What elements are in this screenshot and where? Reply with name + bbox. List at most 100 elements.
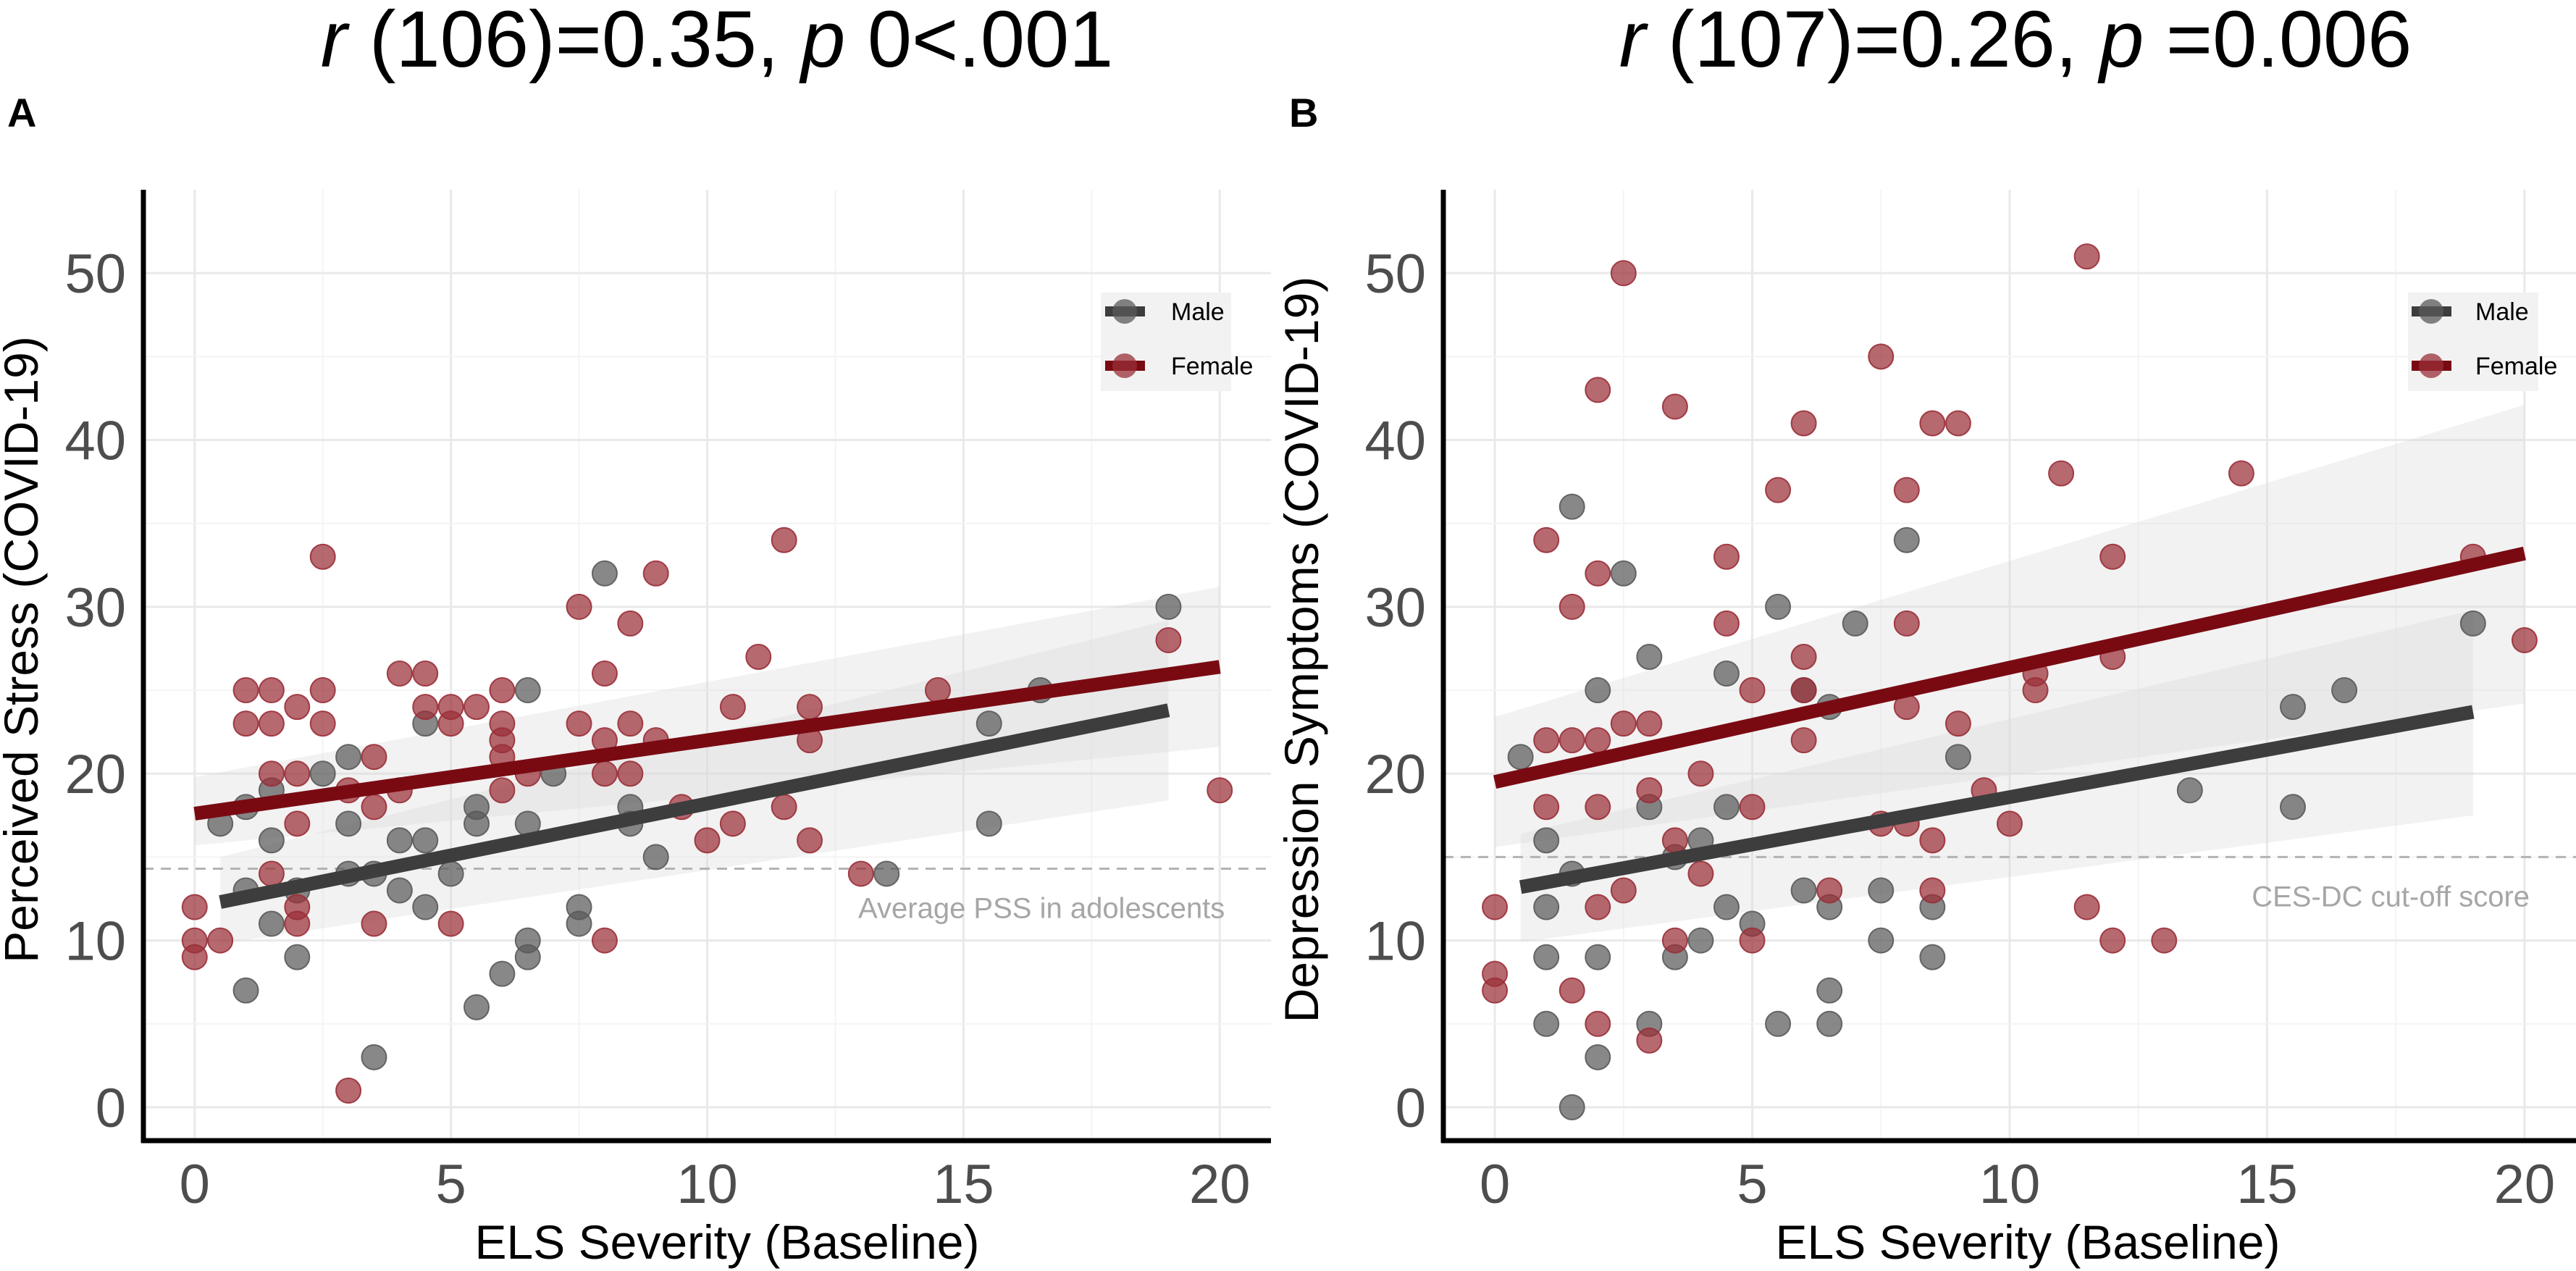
panel-b-point-female — [1739, 927, 1766, 954]
panel-b-point-female — [1713, 610, 1740, 637]
panel-b-point-male — [1533, 827, 1560, 854]
panel-a-point-male — [335, 744, 362, 771]
panel-b-point-male — [1816, 977, 1843, 1004]
panel-a-title-p: p — [799, 0, 845, 84]
panel-b-point-female — [2099, 543, 2126, 570]
panel-b-x-axis-title: ELS Severity (Baseline) — [1776, 1215, 2281, 1269]
panel-a-y-tick-label: 50 — [64, 243, 126, 305]
panel-a-point-male — [463, 810, 490, 837]
panel-a-legend-female-label: Female — [1171, 353, 1253, 380]
panel-b-point-female — [1919, 827, 1946, 854]
panel-b-y-tick-label: 40 — [1364, 411, 1426, 472]
panel-b-points — [1482, 243, 2538, 1120]
panel-b-point-female — [1919, 877, 1946, 904]
panel-a-point-female — [924, 677, 951, 704]
panel-b-point-male — [1790, 877, 1817, 904]
panel-b-x-tick-label: 5 — [1737, 1154, 1767, 1215]
panel-a-title-r: r — [321, 0, 351, 84]
panel-a-point-male — [412, 827, 439, 854]
panel-a-y-tick-label: 40 — [64, 411, 126, 472]
panel-a-point-male — [309, 760, 336, 787]
panel-a-point-female — [258, 677, 285, 704]
panel-b-point-female — [1636, 710, 1663, 737]
panel-b-point-male — [1816, 1010, 1843, 1037]
panel-a-point-female — [694, 827, 721, 854]
panel-b-point-female — [1636, 777, 1663, 804]
panel-b-point-female — [1661, 393, 1688, 420]
panel-a-point-male — [232, 977, 259, 1004]
panel-a-reference: Average PSS in adolescents — [143, 868, 1271, 925]
panel-b-point-male — [1868, 927, 1895, 954]
panel-b-y-axis-title: Depression Symptoms (COVID-19) — [1275, 277, 1328, 1023]
panel-a-point-female — [617, 760, 644, 787]
panel-a-point-female — [745, 643, 772, 670]
panel-a-point-male — [386, 827, 413, 854]
panel-a-point-male — [361, 1044, 387, 1070]
panel-a-reference-label: Average PSS in adolescents — [858, 893, 1225, 925]
panel-b-point-female — [1610, 877, 1637, 904]
panel-b-x-tick-label: 10 — [1979, 1154, 2041, 1215]
panel-b-point-male — [1533, 1010, 1560, 1037]
panel-a-point-female — [309, 543, 336, 570]
panel-b-point-female — [1585, 794, 1611, 821]
panel-a-point-female — [771, 527, 797, 553]
panel-a-x-ticks: 0 5 10 15 20 — [180, 1154, 1251, 1215]
panel-a-x-tick-label: 15 — [933, 1154, 994, 1215]
panel-b-point-male — [2176, 777, 2203, 804]
panel-a-point-female — [386, 660, 413, 687]
panel-b-point-male — [1944, 744, 1971, 771]
panel-a-point-female — [284, 810, 311, 837]
panel-a-point-female — [591, 927, 618, 954]
panel-a-legend-female-key-dot — [1112, 353, 1137, 378]
panel-a-point-female — [617, 610, 644, 637]
panel-b-point-female — [2048, 460, 2075, 487]
panel-a-point-male — [1155, 593, 1182, 620]
panel-b-point-female — [1893, 477, 1920, 503]
panel-b-fit-lines — [1493, 546, 2526, 894]
panel-b-x-tick-label: 15 — [2236, 1154, 2298, 1215]
panel-b-ribbons — [1495, 405, 2525, 942]
panel-b-x-tick-label: 0 — [1480, 1154, 1510, 1215]
panel-a-point-male — [976, 710, 1002, 737]
panel-b-y-tick-label: 20 — [1364, 744, 1426, 805]
panel-b-point-female — [1610, 260, 1637, 287]
panel-a-y-axis-title: Perceived Stress (COVID-19) — [0, 336, 48, 963]
panel-b-point-female — [1713, 543, 1740, 570]
panel-b-point-male — [1765, 1010, 1792, 1037]
panel-a-point-female — [207, 927, 234, 954]
panel-b-point-female — [1944, 410, 1971, 437]
panel-b-title-df: (107)=0.26, — [1645, 0, 2099, 84]
panel-b-point-female — [1558, 593, 1585, 620]
panel-a-y-ticks: 0 10 20 30 40 50 — [64, 243, 126, 1139]
panel-a-point-female — [284, 910, 311, 937]
panel-b-letter: B — [1289, 90, 1318, 135]
panel-a-point-male — [412, 894, 439, 920]
panel-b-point-female — [1893, 610, 1920, 637]
panel-b-legend: Male Female — [2408, 293, 2557, 391]
panel-a-point-male — [489, 960, 516, 987]
panel-b-y-tick-label: 50 — [1364, 243, 1426, 305]
panel-b-point-female — [1687, 860, 1714, 887]
panel-a-point-female — [591, 760, 618, 787]
panel-b-point-female — [1790, 727, 1817, 754]
panel-a-point-female — [232, 677, 259, 704]
panel-b-point-female — [2073, 894, 2100, 920]
panel-b-point-female — [1790, 410, 1817, 437]
panel-b-point-female — [2073, 243, 2100, 270]
panel-a-fit-line-male — [219, 703, 1170, 909]
panel-b-ribbon-male — [1520, 610, 2473, 942]
panel-b: r (107)=0.26, p =0.006 B CES-DC cut-off … — [1275, 0, 2576, 1269]
panel-b-legend-male-key-dot — [2419, 299, 2443, 324]
panel-b-point-female — [1585, 727, 1611, 754]
panel-a-point-male — [514, 944, 541, 970]
panel-a-point-female — [1207, 777, 1233, 804]
panel-b-point-male — [1558, 493, 1585, 520]
panel-a-point-female — [258, 760, 285, 787]
panel-a-point-female — [181, 944, 208, 970]
panel-a-point-female — [719, 694, 746, 721]
panel-a-point-female — [361, 794, 387, 821]
panel-a-point-female — [258, 860, 285, 887]
panel-a-point-female — [361, 744, 387, 771]
panel-b-point-female — [1919, 410, 1946, 437]
panel-b-point-male — [1868, 877, 1895, 904]
